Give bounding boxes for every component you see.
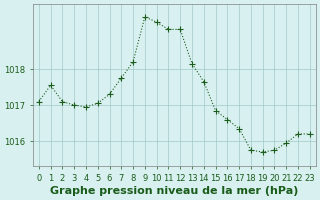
X-axis label: Graphe pression niveau de la mer (hPa): Graphe pression niveau de la mer (hPa) — [50, 186, 299, 196]
